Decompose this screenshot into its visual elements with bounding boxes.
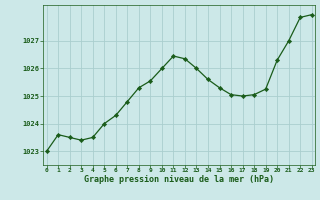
X-axis label: Graphe pression niveau de la mer (hPa): Graphe pression niveau de la mer (hPa) <box>84 175 274 184</box>
